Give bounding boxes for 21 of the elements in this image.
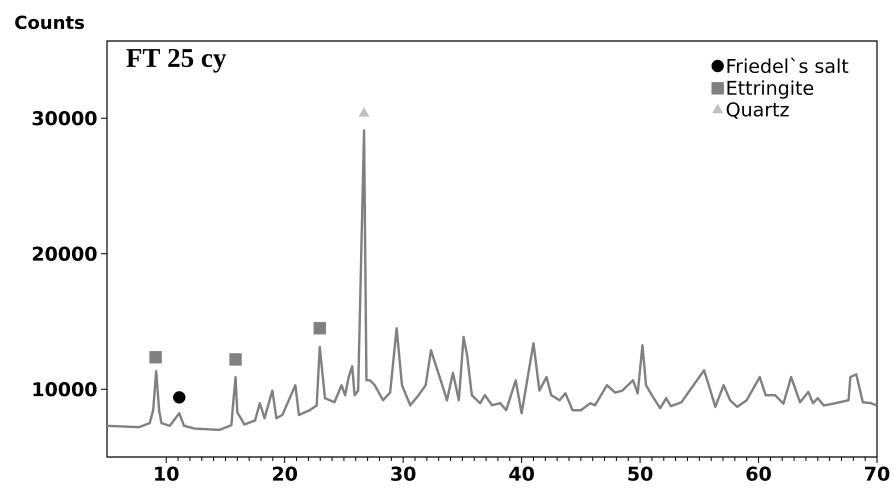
chart-title: FT 25 cy (126, 48, 226, 73)
x-tick-label: 60 (746, 466, 771, 481)
x-tick-label: 40 (509, 466, 534, 481)
point (229, 353, 242, 366)
x-tick-label: 30 (391, 466, 416, 481)
legend-label: Ettringite (728, 80, 814, 99)
line-series (106, 129, 878, 432)
y-axis-title: Counts (15, 16, 84, 30)
y-tick-label: 20000 (32, 246, 97, 261)
y-tick-label: 10000 (34, 382, 97, 396)
point (314, 322, 326, 334)
point (358, 107, 370, 117)
x-tick-label: 10 (155, 466, 179, 481)
x-tick-label: 50 (628, 466, 652, 481)
y-tick-label: 30000 (32, 111, 97, 126)
x-tick-label: 20 (272, 466, 298, 481)
x-tick-label: 70 (865, 466, 890, 481)
legend-label: Quartz (726, 102, 789, 119)
point (149, 351, 162, 364)
legend-label: Friedel`s salt (728, 58, 848, 74)
point (173, 391, 186, 404)
